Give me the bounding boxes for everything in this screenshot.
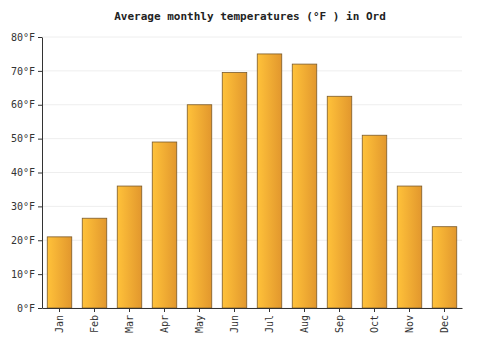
y-tick-label: 50°F [11,133,35,144]
y-tick-mark [38,71,42,72]
x-tick: Feb [89,308,100,333]
chart-container: 0°F 10°F 20°F 30°F 40°F 50°F 60°F 70°F 80°F Jan Fe… [0,0,500,350]
x-tick: Jun [229,308,240,333]
y-axis: 0°F 10°F 20°F 30°F 40°F 50°F 60°F 70°F 80°F [11,32,43,314]
x-tick-mark [164,308,165,312]
chart-title: Average monthly temperatures (°F ) in Or… [114,10,386,23]
x-tick: Dec [439,308,450,333]
x-tick-label: Sep [334,315,345,333]
y-axis-line [42,38,43,309]
y-tick-label: 80°F [11,32,35,43]
y-tick-label: 20°F [11,235,35,246]
x-tick-mark [129,308,130,312]
x-tick-mark [304,308,305,312]
x-tick-label: Feb [89,315,100,333]
x-tick-mark [269,308,270,312]
grid-line [42,104,462,105]
bar [257,54,282,308]
x-tick: May [194,308,205,333]
grid-line [42,138,462,139]
y-tick-mark [38,240,42,241]
x-tick: Aug [299,308,310,333]
y-tick-label: 60°F [11,99,35,110]
x-tick: Mar [124,308,135,333]
y-tick-mark [38,139,42,140]
y-tick-label: 40°F [11,167,35,178]
y-tick: 10°F [11,269,42,280]
grid [42,37,462,308]
bar [327,96,352,308]
x-tick: Sep [334,308,345,333]
y-tick: 40°F [11,167,42,178]
x-tick-label: Oct [369,315,380,333]
y-tick-mark [38,274,42,275]
x-tick-mark [444,308,445,312]
y-tick: 80°F [11,32,42,43]
x-tick-label: Jun [229,315,240,333]
x-tick-label: Mar [124,315,135,333]
y-tick-mark [38,308,42,309]
bar [187,105,212,308]
bar [292,64,317,308]
bar [362,135,387,308]
y-tick-label: 10°F [11,269,35,280]
x-tick-label: Nov [404,315,415,333]
x-tick-mark [339,308,340,312]
x-tick: Apr [159,308,170,333]
bar [222,73,247,308]
x-tick-label: Dec [439,315,450,333]
y-tick: 50°F [11,133,42,144]
y-tick-label: 0°F [17,303,35,314]
x-tick: Jul [264,308,275,333]
grid-line [42,70,462,71]
y-tick-mark [38,206,42,207]
x-tick-label: Jul [264,315,275,333]
plot-area: 0°F 10°F 20°F 30°F 40°F 50°F 60°F 70°F 80°F Jan Fe… [11,32,463,333]
y-tick: 0°F [17,303,42,314]
bar [432,227,457,308]
bar [117,186,142,308]
y-tick-mark [38,173,42,174]
x-tick-mark [199,308,200,312]
grid-line [42,172,462,173]
x-tick-label: Jan [54,315,65,333]
bar [397,186,422,308]
y-tick-mark [38,105,42,106]
bars [47,54,457,308]
y-tick-label: 70°F [11,66,35,77]
y-tick: 30°F [11,201,42,212]
x-tick: Nov [404,308,415,333]
x-axis-line [43,308,463,309]
y-tick-label: 30°F [11,201,35,212]
y-tick-mark [38,37,42,38]
y-tick: 20°F [11,235,42,246]
x-tick-mark [59,308,60,312]
x-tick: Oct [369,308,380,333]
x-tick-label: May [194,315,205,333]
x-tick-label: Apr [159,315,170,333]
x-axis: Jan Feb Mar Apr May Jun Jul Aug Sep Oct Nov Dec [43,308,463,333]
x-tick-mark [234,308,235,312]
chart-svg: 0°F 10°F 20°F 30°F 40°F 50°F 60°F 70°F 80°F Jan Fe… [0,0,500,350]
x-tick-mark [409,308,410,312]
x-tick-mark [374,308,375,312]
grid-line [42,37,462,38]
x-tick: Jan [54,308,65,333]
bar [47,237,72,308]
x-tick-label: Aug [299,315,310,333]
y-tick: 60°F [11,99,42,110]
x-tick-mark [94,308,95,312]
bar [152,142,177,308]
y-tick: 70°F [11,66,42,77]
bar [82,218,107,308]
